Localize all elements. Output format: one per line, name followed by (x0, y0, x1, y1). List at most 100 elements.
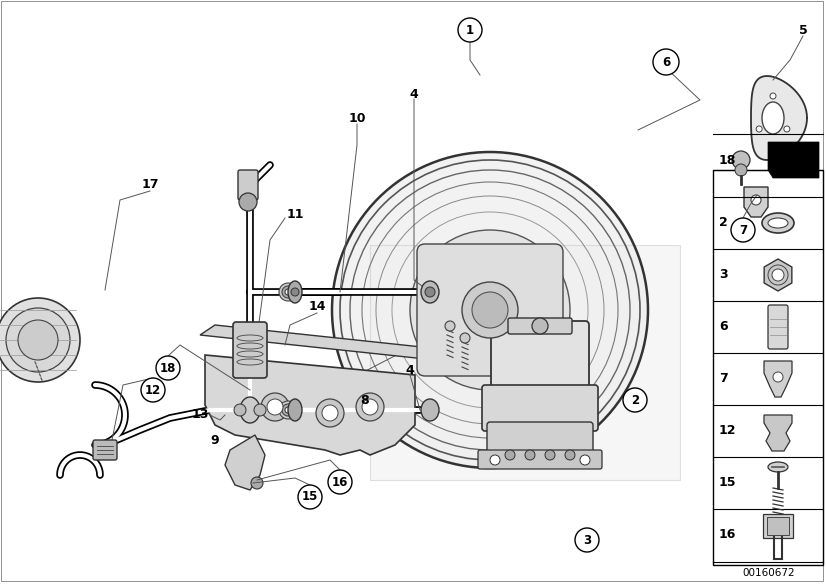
Text: 10: 10 (349, 112, 366, 124)
Circle shape (316, 399, 344, 427)
Text: 2: 2 (719, 217, 728, 230)
Ellipse shape (421, 399, 439, 421)
FancyBboxPatch shape (491, 321, 589, 394)
Circle shape (731, 218, 755, 242)
Polygon shape (225, 435, 265, 490)
Text: 2: 2 (631, 394, 639, 406)
Text: 00160672: 00160672 (743, 568, 795, 578)
Circle shape (362, 399, 378, 415)
Text: 8: 8 (361, 394, 369, 406)
Text: 18: 18 (719, 154, 736, 166)
Ellipse shape (762, 213, 794, 233)
Circle shape (575, 528, 599, 552)
Text: 1: 1 (466, 23, 474, 36)
Circle shape (282, 286, 294, 298)
Ellipse shape (762, 102, 784, 134)
Circle shape (251, 477, 263, 489)
Text: 7: 7 (739, 224, 747, 237)
Circle shape (279, 283, 297, 301)
Circle shape (279, 401, 297, 419)
Circle shape (410, 230, 570, 390)
Circle shape (282, 404, 294, 416)
FancyBboxPatch shape (478, 450, 602, 469)
Circle shape (0, 298, 80, 382)
Circle shape (772, 269, 784, 281)
Circle shape (239, 193, 257, 211)
FancyBboxPatch shape (417, 244, 563, 376)
FancyBboxPatch shape (487, 422, 593, 458)
Text: 5: 5 (799, 23, 807, 36)
Ellipse shape (768, 218, 788, 228)
FancyBboxPatch shape (508, 318, 572, 334)
Text: 16: 16 (719, 529, 736, 541)
Circle shape (732, 151, 750, 169)
Text: 17: 17 (141, 179, 159, 192)
Circle shape (565, 450, 575, 460)
Text: 4: 4 (410, 88, 419, 100)
Polygon shape (764, 415, 792, 451)
Circle shape (254, 404, 266, 416)
Text: 3: 3 (719, 269, 728, 281)
Ellipse shape (288, 281, 302, 303)
Text: 15: 15 (301, 491, 318, 503)
FancyBboxPatch shape (93, 440, 117, 460)
Text: 9: 9 (211, 433, 220, 447)
Circle shape (261, 393, 289, 421)
Polygon shape (764, 259, 792, 291)
Text: 13: 13 (192, 408, 209, 422)
Text: 16: 16 (332, 475, 349, 488)
Circle shape (770, 93, 776, 99)
Text: 15: 15 (719, 477, 737, 489)
Circle shape (458, 18, 482, 42)
Circle shape (462, 282, 518, 338)
Ellipse shape (768, 462, 788, 472)
Circle shape (6, 308, 70, 372)
FancyBboxPatch shape (767, 517, 789, 535)
Circle shape (751, 195, 761, 205)
Circle shape (623, 388, 647, 412)
Circle shape (490, 455, 500, 465)
Circle shape (285, 289, 291, 295)
Polygon shape (751, 76, 807, 160)
Text: 4: 4 (406, 363, 415, 377)
Circle shape (532, 318, 548, 334)
Circle shape (505, 450, 515, 460)
Circle shape (773, 372, 783, 382)
Text: 3: 3 (583, 534, 591, 547)
Circle shape (545, 450, 555, 460)
Text: 12: 12 (719, 425, 737, 437)
Circle shape (460, 333, 470, 343)
Polygon shape (205, 355, 415, 455)
Circle shape (141, 378, 165, 402)
Circle shape (298, 485, 322, 509)
Circle shape (784, 126, 790, 132)
FancyBboxPatch shape (233, 322, 267, 378)
Text: 11: 11 (287, 208, 304, 221)
Circle shape (156, 356, 180, 380)
Circle shape (328, 470, 352, 494)
Text: 14: 14 (308, 301, 325, 314)
Circle shape (332, 152, 648, 468)
Text: 6: 6 (662, 55, 670, 68)
FancyBboxPatch shape (482, 385, 598, 431)
Circle shape (425, 287, 435, 297)
Ellipse shape (421, 281, 439, 303)
Circle shape (291, 288, 299, 296)
Circle shape (525, 450, 535, 460)
Circle shape (653, 49, 679, 75)
FancyBboxPatch shape (768, 305, 788, 349)
Ellipse shape (288, 399, 302, 421)
Text: 6: 6 (719, 321, 728, 333)
Text: 7: 7 (719, 373, 728, 385)
Polygon shape (744, 187, 768, 217)
Text: 12: 12 (145, 384, 161, 397)
Polygon shape (764, 361, 792, 397)
FancyBboxPatch shape (763, 514, 793, 538)
Circle shape (234, 404, 246, 416)
Polygon shape (200, 325, 450, 360)
Text: 18: 18 (159, 361, 176, 374)
Circle shape (445, 321, 455, 331)
Circle shape (285, 407, 291, 413)
Polygon shape (370, 245, 680, 480)
Circle shape (267, 399, 283, 415)
